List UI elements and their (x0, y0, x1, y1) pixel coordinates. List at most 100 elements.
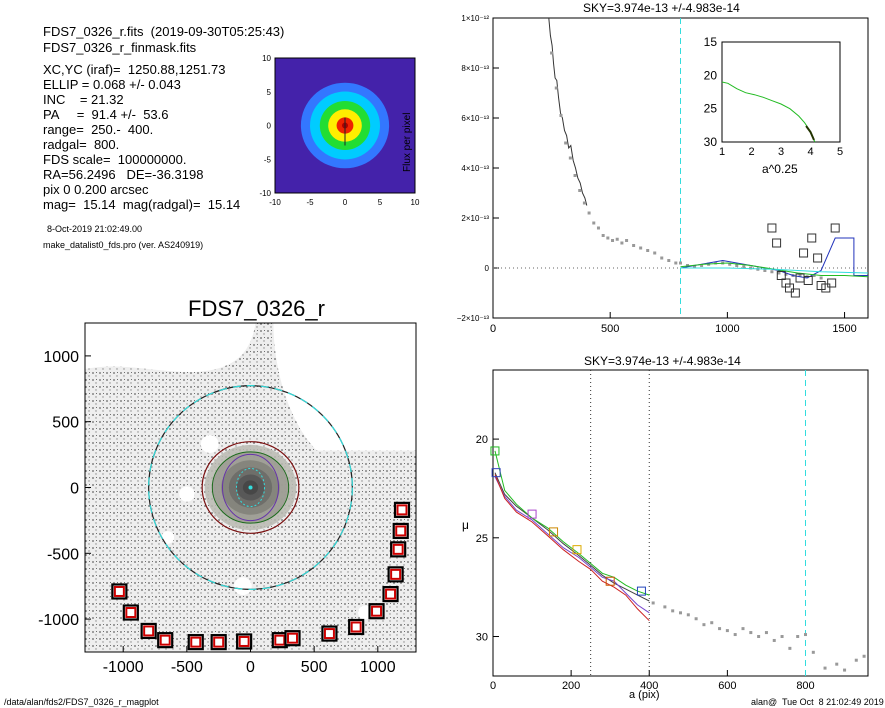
mu-dot (749, 631, 753, 635)
mask-square-outer (236, 633, 253, 650)
galaxy-isophote (212, 451, 289, 524)
mask-square-inner (125, 607, 137, 619)
inset-curve (721, 81, 816, 143)
mu-square (527, 509, 537, 519)
sky-dot (812, 274, 816, 277)
image-ytick-label: -1000 (38, 612, 79, 629)
mask-square-outer (368, 603, 385, 620)
image-ytick-label: 500 (52, 415, 79, 432)
thumb-ytick-label: 5 (267, 88, 272, 97)
mu-square (491, 468, 501, 478)
inset-ytick-label: 20 (704, 68, 718, 82)
sky-dot (714, 261, 718, 265)
thumb-center-mark (342, 122, 348, 129)
sky-dot (749, 266, 753, 270)
galaxy-isophote (242, 480, 259, 495)
thumb-xtick-label: -10 (269, 198, 281, 207)
thumb-xtick-label: 10 (411, 198, 420, 207)
sky-dot (611, 239, 615, 242)
mu-series-line (494, 450, 650, 596)
sky-dot (679, 261, 682, 265)
sky-ytick-label: 8×10⁻¹³ (461, 64, 489, 73)
image-masked-hole (358, 605, 373, 620)
mask-square-outer (157, 632, 174, 649)
mu-dot (671, 609, 675, 613)
sky-dot (707, 262, 711, 266)
mask-square-outer (382, 585, 399, 603)
sky-dot (578, 189, 582, 192)
sky-dot (791, 274, 795, 277)
galaxy-red-ellipse (201, 441, 300, 534)
image-ytick-label: 0 (70, 481, 79, 498)
mask-square-outer (187, 634, 204, 651)
mask-square-inner (395, 525, 407, 537)
sky-square (795, 273, 805, 283)
mu-dot (788, 646, 792, 650)
thumb-ytick-label: 0 (267, 122, 272, 131)
image-ytick-label: -500 (47, 546, 79, 563)
mu-dot (811, 650, 815, 654)
sky-dot (756, 267, 760, 271)
sky-dot (606, 236, 610, 240)
image-masked-hole (233, 577, 252, 596)
thumb-xtick-label: -5 (306, 198, 314, 207)
sky-dot (721, 261, 725, 265)
sky-ylabel: Flux per pixel (402, 112, 413, 172)
mu-dot (843, 668, 847, 672)
sky-square (821, 283, 831, 293)
mu-series-line (494, 474, 650, 622)
image-blank-topleft (85, 323, 256, 373)
sky-dot (596, 226, 600, 230)
info-fds-scale: FDS scale= 100000000. (43, 152, 187, 167)
mu-series-line (494, 472, 650, 602)
mu-xlabel: a (pix) (629, 689, 660, 701)
sky-dot (564, 141, 568, 145)
mask-square-outer (392, 522, 409, 540)
mu-ytick-label: 20 (476, 434, 488, 446)
file-name-header: FDS7_0326_r.fits (2019-09-30T05:25:43) (43, 24, 285, 39)
sky-dot (784, 272, 788, 276)
inset-xlabel: a^0.25 (762, 162, 798, 176)
mask-square-outer (210, 634, 227, 651)
mask-square-inner (350, 621, 362, 633)
sky-dot (777, 271, 781, 275)
info-xc-yc: XC,YC (iraf)= 1250.88,1251.73 (43, 62, 226, 77)
thumb-contour-level (336, 117, 354, 134)
sky-xtick-label: 500 (601, 323, 619, 335)
sky-square (790, 288, 800, 298)
image-xtick-label: -1000 (103, 659, 144, 676)
sky-plot-title: SKY=3.974e-13 +/-4.983e-14 (583, 1, 740, 15)
info-radgal: radgal= 800. (43, 137, 120, 152)
info-ra-de: RA=56.2496 DE=-36.3198 (43, 167, 204, 182)
thumb-ytick-label: -10 (259, 189, 271, 198)
mask-square-outer (271, 632, 288, 649)
sky-dot (625, 239, 629, 242)
sky-dot (693, 265, 697, 269)
sky-dot (763, 269, 767, 272)
galaxy-isophote (236, 474, 265, 501)
mu-dot (710, 621, 714, 625)
info-range: range= 250.- 400. (43, 122, 154, 137)
galaxy-green-ellipse (211, 451, 290, 524)
sky-dot (646, 249, 650, 252)
info-inc: INC = 21.32 (43, 92, 124, 107)
mu-dot (718, 627, 722, 631)
galaxy-purple-ellipse (221, 453, 280, 522)
sky-square (781, 278, 791, 288)
sky-dot (587, 211, 591, 215)
sky-dot (601, 234, 605, 237)
sky-ytick-label: −2×10⁻¹³ (457, 314, 490, 323)
sky-dot (573, 174, 577, 177)
sky-dot (805, 275, 809, 279)
sky-cyan-line (680, 267, 869, 274)
info-program: make_datalist0_fds.pro (ver. AS240919) (43, 240, 204, 250)
sky-square (767, 223, 777, 233)
mu-dot (804, 633, 807, 637)
sky-profile-line (548, 17, 588, 206)
mask-square-outer (393, 501, 411, 518)
mask-square-inner (392, 543, 404, 555)
sky-dot (653, 251, 657, 255)
mask-square-inner (323, 628, 335, 640)
image-ytick-label: 1000 (43, 349, 79, 366)
sky-xtick-label: 1000 (715, 323, 739, 335)
